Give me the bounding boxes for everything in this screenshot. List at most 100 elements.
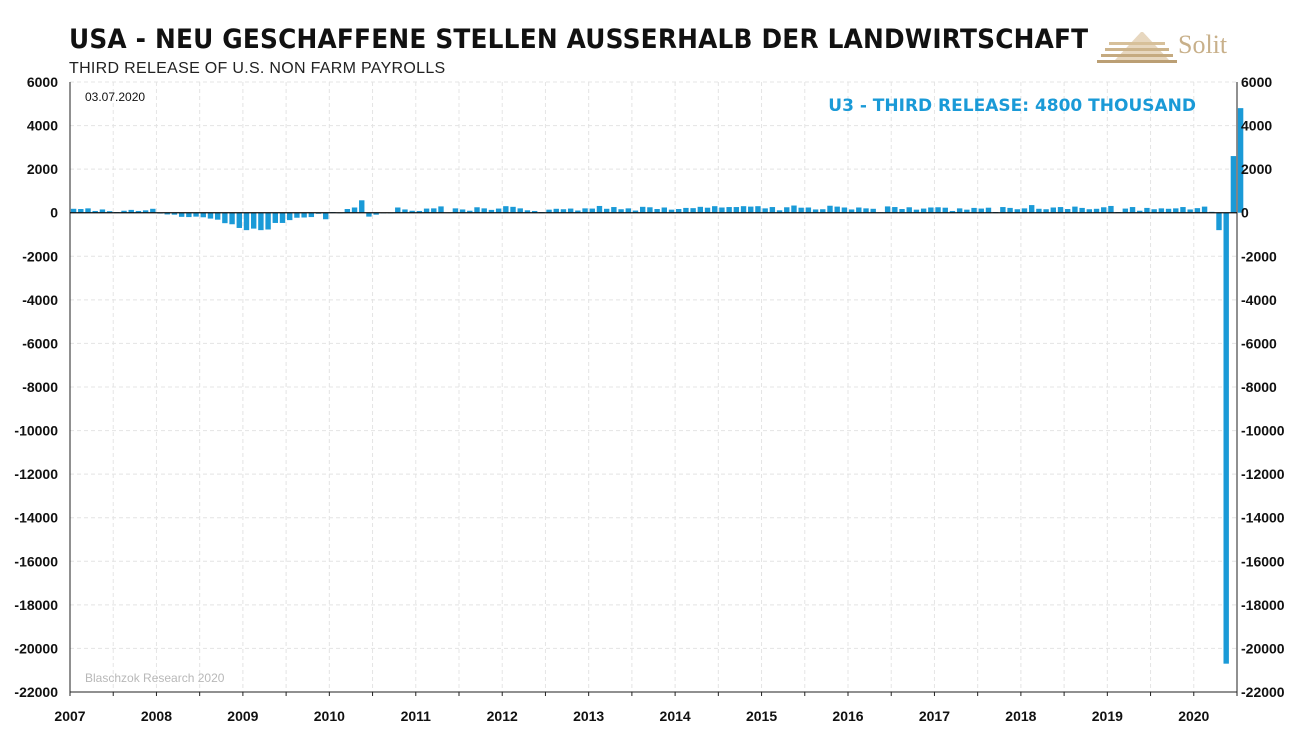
bar	[748, 206, 754, 213]
x-tick-label: 2011	[401, 708, 432, 724]
bar	[1028, 205, 1035, 213]
bar	[712, 206, 718, 213]
x-tick-label: 2015	[746, 708, 777, 724]
y-tick-label-left: -18000	[14, 597, 58, 613]
bar	[164, 212, 170, 215]
bar	[841, 207, 848, 213]
x-tick-label: 2007	[54, 708, 85, 724]
bar	[142, 210, 149, 213]
bar	[935, 207, 941, 213]
bar	[265, 212, 271, 230]
bar	[438, 206, 444, 213]
bar	[135, 210, 142, 213]
y-tick-label-right: 2000	[1241, 161, 1272, 177]
bar	[258, 212, 264, 231]
bar	[423, 208, 430, 213]
bar	[1108, 205, 1114, 213]
solit-logo-icon	[1097, 32, 1177, 63]
x-tick-label: 2019	[1092, 708, 1123, 724]
bar	[704, 207, 711, 213]
bar	[70, 208, 77, 213]
bar	[798, 207, 804, 213]
bar	[647, 207, 653, 213]
bar	[560, 209, 567, 213]
bar	[99, 209, 106, 213]
bar	[546, 209, 552, 213]
bar	[1151, 209, 1157, 213]
bar	[366, 212, 372, 217]
bar	[985, 207, 992, 213]
bar	[272, 212, 278, 223]
bar	[186, 212, 192, 218]
bar	[207, 212, 214, 219]
bar	[85, 208, 91, 213]
bar	[827, 205, 833, 213]
bar	[884, 206, 891, 213]
bar	[1086, 209, 1093, 213]
chart-subtitle: THIRD RELEASE OF U.S. NON FARM PAYROLLS	[69, 60, 446, 77]
bar	[150, 208, 156, 213]
bar	[1021, 208, 1028, 213]
bar	[1036, 208, 1042, 213]
bar	[928, 207, 934, 213]
y-tick-label-right: -12000	[1241, 466, 1285, 482]
bar	[661, 207, 667, 213]
bar	[1093, 208, 1100, 213]
y-tick-label-left: -6000	[22, 335, 58, 351]
bar	[236, 212, 242, 228]
bar	[222, 212, 228, 224]
bar	[639, 206, 646, 213]
y-tick-label-left: -4000	[22, 292, 58, 308]
bar	[1137, 210, 1143, 213]
y-tick-label-right: -2000	[1241, 248, 1277, 264]
bar	[243, 212, 250, 231]
bar	[308, 212, 315, 218]
y-tick-label-right: 6000	[1241, 74, 1272, 90]
bar	[359, 200, 365, 213]
date-label: 03.07.2020	[85, 90, 145, 104]
y-tick-label-left: -8000	[22, 379, 58, 395]
bar	[178, 212, 185, 217]
bar	[344, 209, 351, 213]
bar	[1144, 207, 1150, 213]
bar	[481, 208, 487, 213]
y-tick-label-left: 0	[50, 205, 58, 221]
bar	[820, 209, 826, 213]
y-tick-label-left: 2000	[27, 161, 58, 177]
bar	[582, 208, 588, 213]
x-tick-label: 2018	[1005, 708, 1036, 724]
bar	[1014, 209, 1020, 213]
bar	[971, 207, 977, 213]
y-tick-label-right: -16000	[1241, 553, 1285, 569]
bar	[488, 209, 495, 213]
bar	[287, 212, 293, 221]
bar	[1129, 207, 1136, 213]
x-tick-label: 2016	[832, 708, 863, 724]
bar	[906, 207, 912, 213]
bar	[467, 210, 473, 213]
bar	[1216, 212, 1222, 231]
y-tick-label-left: -20000	[14, 640, 58, 656]
bar	[956, 208, 963, 213]
bar	[567, 208, 574, 213]
bar	[892, 207, 898, 213]
bar	[402, 209, 408, 213]
bar	[848, 209, 855, 213]
bar	[913, 209, 920, 213]
x-axis-ticks: 2007 2008 2009 2010 2011 2012 2013 2014 2015 2016…	[54, 708, 1209, 724]
x-tick-label: 2017	[919, 708, 950, 724]
bar	[1007, 207, 1013, 213]
bar	[1230, 156, 1237, 213]
bar	[863, 208, 869, 213]
bar	[250, 212, 257, 229]
bar	[431, 208, 437, 213]
y-tick-label-left: 6000	[27, 74, 58, 90]
bar	[603, 208, 610, 213]
y-tick-label-right: -14000	[1241, 510, 1285, 526]
bar	[1201, 206, 1208, 213]
bar	[1158, 208, 1165, 213]
bar	[416, 210, 423, 213]
y-tick-label-left: -14000	[14, 510, 58, 526]
bar	[459, 209, 466, 213]
chart-title: USA - NEU GESCHAFFENE STELLEN AUSSERHALB…	[69, 24, 1089, 55]
